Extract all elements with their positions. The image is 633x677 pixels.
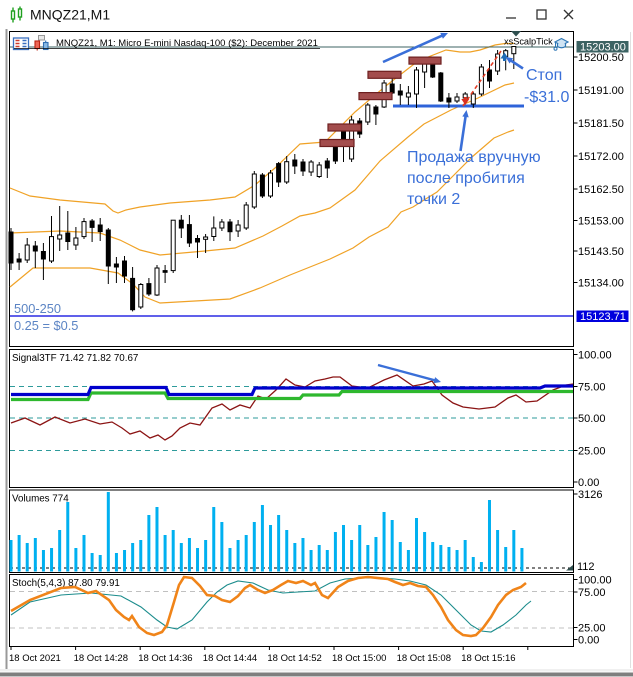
svg-text:18 Oct 15:00: 18 Oct 15:00 (332, 653, 386, 664)
svg-text:15191.00: 15191.00 (578, 85, 624, 97)
svg-text:18 Oct 14:44: 18 Oct 14:44 (203, 653, 257, 664)
svg-text:15162.50: 15162.50 (578, 184, 624, 196)
svg-text:точки 2: точки 2 (407, 191, 460, 208)
svg-text:0.00: 0.00 (578, 477, 599, 489)
svg-text:15123.71: 15123.71 (580, 311, 626, 323)
svg-text:25.00: 25.00 (578, 622, 606, 634)
svg-text:500-250: 500-250 (14, 301, 61, 316)
svg-text:Volumes 774: Volumes 774 (12, 494, 69, 505)
svg-text:15134.00: 15134.00 (578, 277, 624, 289)
svg-text:112: 112 (577, 561, 595, 573)
svg-text:15172.00: 15172.00 (578, 151, 624, 163)
svg-text:MNQZ21,M1: MNQZ21,M1 (30, 7, 110, 23)
svg-text:Signal3TF 71.42 71.82 70.67: Signal3TF 71.42 71.82 70.67 (12, 353, 138, 364)
svg-text:0.00: 0.00 (578, 634, 599, 646)
svg-text:18 Oct 15:08: 18 Oct 15:08 (397, 653, 451, 664)
svg-text:после пробития: после пробития (407, 170, 525, 187)
svg-text:15153.00: 15153.00 (578, 215, 624, 227)
svg-text:15203.00: 15203.00 (580, 42, 626, 54)
svg-text:Stoch(5,4,3) 87.80 79.91: Stoch(5,4,3) 87.80 79.91 (12, 578, 120, 589)
svg-text:15200.50: 15200.50 (578, 52, 624, 64)
svg-text:15143.50: 15143.50 (578, 246, 624, 258)
svg-text:100.00: 100.00 (578, 349, 612, 361)
svg-text:0.25 = $0.5: 0.25 = $0.5 (14, 318, 78, 333)
svg-text:15181.50: 15181.50 (578, 118, 624, 130)
svg-text:Стоп: Стоп (526, 67, 562, 84)
svg-text:100.00: 100.00 (578, 574, 612, 586)
svg-text:18 Oct 14:28: 18 Oct 14:28 (74, 653, 128, 664)
svg-text:18 Oct 14:52: 18 Oct 14:52 (267, 653, 321, 664)
svg-text:50.00: 50.00 (578, 413, 606, 425)
svg-text:MNQZ21, M1: Micro E-mini Nasd: MNQZ21, M1: Micro E-mini Nasdaq-100 ($2)… (56, 38, 318, 49)
svg-text:75.00: 75.00 (578, 587, 606, 599)
svg-text:18 Oct 14:36: 18 Oct 14:36 (138, 653, 192, 664)
svg-text:75.00: 75.00 (578, 381, 606, 393)
svg-text:Продажа вручную: Продажа вручную (407, 149, 541, 166)
svg-text:3126: 3126 (578, 489, 602, 501)
svg-text:18 Oct 15:16: 18 Oct 15:16 (461, 653, 515, 664)
svg-text:25.00: 25.00 (578, 445, 606, 457)
svg-text:xsScalpTick: xsScalpTick (504, 37, 553, 47)
svg-text:-$31.0: -$31.0 (524, 89, 569, 106)
svg-text:18 Oct 2021: 18 Oct 2021 (9, 653, 61, 664)
